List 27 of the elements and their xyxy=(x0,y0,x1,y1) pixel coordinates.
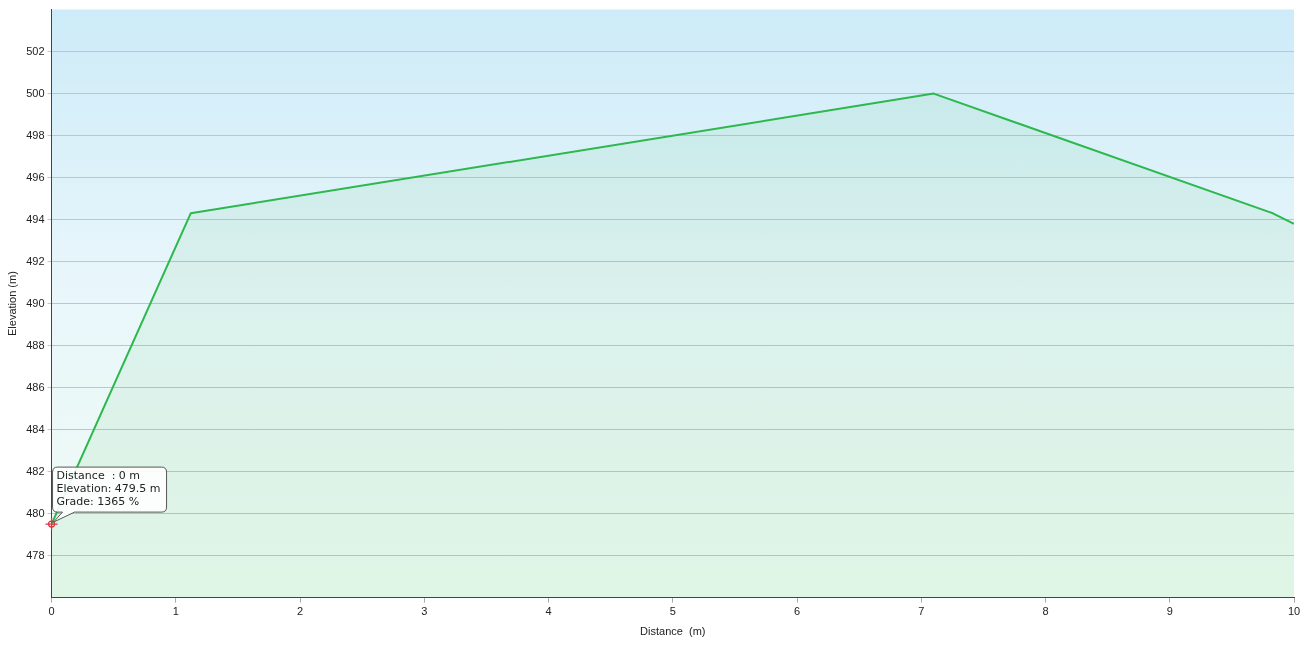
y-tick-label: 486 xyxy=(26,380,45,393)
x-axis-title: Distance (m) xyxy=(640,625,706,638)
y-tick-label: 498 xyxy=(26,128,45,141)
x-tick-label: 3 xyxy=(421,605,428,618)
y-tick-label: 478 xyxy=(26,548,45,561)
y-tick-label: 482 xyxy=(26,464,45,477)
y-tick-label: 488 xyxy=(26,338,45,351)
x-tick-label: 1 xyxy=(172,605,179,618)
y-tick-label: 492 xyxy=(26,254,45,267)
x-tick-label: 2 xyxy=(296,605,304,618)
y-axis-title: Elevation (m) xyxy=(5,271,18,336)
x-tick-label: 7 xyxy=(918,605,925,618)
x-tick-label: 6 xyxy=(793,605,801,618)
x-tick-label: 8 xyxy=(1042,605,1049,618)
y-tick-label: 480 xyxy=(26,506,45,519)
y-tick-label: 496 xyxy=(26,170,45,183)
x-tick-label: 5 xyxy=(669,605,676,618)
x-tick-label: 4 xyxy=(545,605,552,618)
annotation: Distance : 0 m Elevation: 479.5 m Grade: 1365 % xyxy=(56,469,161,509)
y-tick-label: 490 xyxy=(26,296,45,309)
x-tick-label: 9 xyxy=(1166,605,1173,618)
x-tick-label: 0 xyxy=(48,605,55,618)
y-tick-label: 502 xyxy=(26,44,45,57)
x-tick-label: 10 xyxy=(1287,605,1301,618)
y-tick-label: 500 xyxy=(26,86,45,99)
y-tick-label: 484 xyxy=(26,422,45,435)
y-tick-label: 494 xyxy=(26,212,45,225)
